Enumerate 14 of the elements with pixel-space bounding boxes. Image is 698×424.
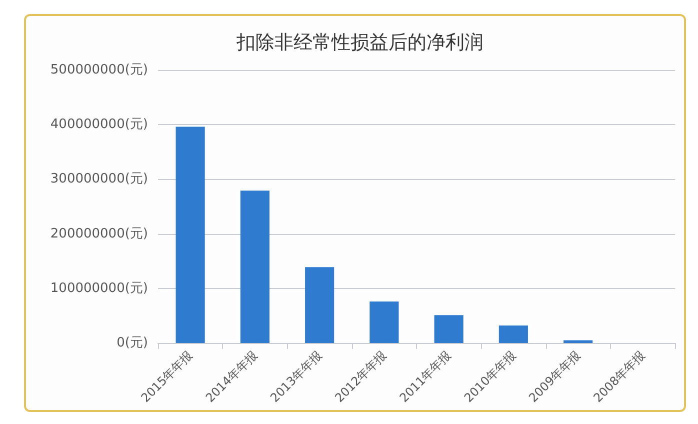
y-tick-label: 300000000(元) <box>50 172 148 187</box>
y-tick-label: 500000000(元) <box>50 62 148 78</box>
bar <box>240 190 270 343</box>
bar <box>498 326 528 343</box>
bar <box>564 340 593 343</box>
y-tick-label: 200000000(元) <box>50 226 148 242</box>
bar <box>370 302 399 343</box>
y-tick-label: 100000000(元) <box>50 280 148 296</box>
bar <box>176 126 205 343</box>
y-tick-label: 0(元) <box>116 336 148 350</box>
y-tick-label: 400000000(元) <box>50 117 148 132</box>
chart-title: 扣除非经常性损益后的净利润 <box>236 32 484 54</box>
bar <box>434 315 464 343</box>
bar <box>305 267 334 343</box>
